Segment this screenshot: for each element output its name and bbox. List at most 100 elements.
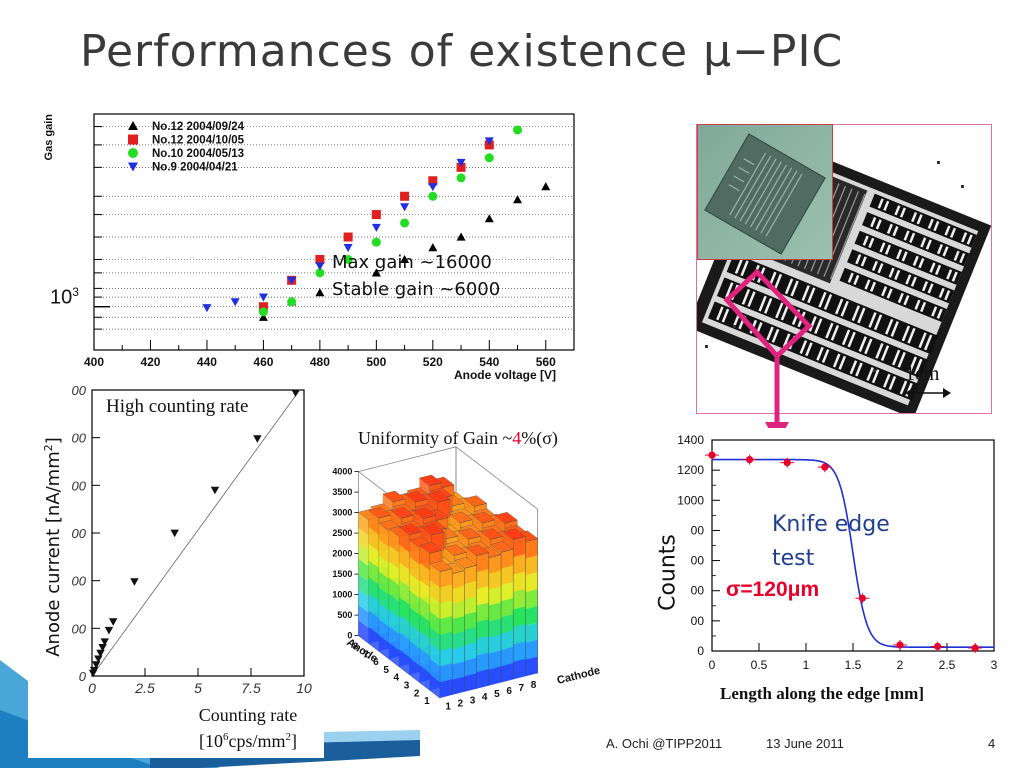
- knife-x-tick-label: 2: [897, 658, 904, 672]
- gain-data-point: [428, 183, 438, 192]
- uniformity-bar-band: [419, 613, 430, 639]
- knife-data-point: [783, 459, 791, 467]
- detector-barcode-line: [847, 272, 854, 283]
- detector-barcode-line: [896, 249, 903, 260]
- knife-x-tick-label: 0: [709, 658, 716, 672]
- current-plot-frame: [91, 389, 305, 677]
- detector-barcode-line: [938, 287, 945, 299]
- current-fit-line: [91, 389, 301, 677]
- gain-data-point: [287, 297, 297, 307]
- knife-data-point: [934, 642, 942, 651]
- detector-barcode-line: [840, 300, 849, 317]
- current-data-point: [291, 389, 300, 398]
- detector-barcode-line: [950, 227, 957, 238]
- gain-legend-label: No.12 2004/10/05: [152, 135, 245, 147]
- detector-barcode-line: [880, 345, 890, 361]
- current-ylabel: Anode current [nA/mm2]: [42, 437, 64, 657]
- detector-barcode-line: [883, 200, 890, 211]
- detector-barcode-line: [771, 328, 780, 343]
- gain-chart-panel: 400 420 440 460 480 500 520 540 560 Anode voltage…: [28, 86, 614, 384]
- uniformity-bar-band: [409, 573, 420, 599]
- uniformity-bar-band: [399, 544, 410, 570]
- gain-data-point: [258, 302, 268, 312]
- gain-x-tick-label: 500: [366, 355, 386, 369]
- detector-barcode-line: [910, 276, 917, 287]
- gain-x-tick-label: 480: [310, 355, 330, 369]
- gain-data-point: [202, 304, 212, 313]
- uniformity-bar-band: [419, 631, 430, 656]
- detector-barcode-line: [782, 333, 791, 348]
- uniformity-cathode-tick-label: 4: [482, 692, 488, 703]
- uniformity-bar-band: [399, 649, 410, 675]
- detector-barcode-line: [821, 349, 830, 363]
- gain-data-point: [513, 195, 523, 204]
- uniformity-bar-edge: [439, 568, 453, 698]
- detector-barcode-line: [868, 237, 875, 249]
- uniformity-anode-tick-label: 1: [424, 696, 430, 707]
- uniformity-bar-band: [501, 581, 514, 602]
- gain-data-point: [343, 244, 353, 253]
- uniformity-bar-band: [358, 512, 369, 536]
- detector-barcode-line: [855, 362, 863, 377]
- knife-data-point: [708, 451, 716, 459]
- uniformity-bar-band: [501, 663, 514, 683]
- detector-barcode-line: [780, 304, 790, 321]
- detector-barcode-line: [903, 295, 910, 306]
- detector-barcode-line: [903, 230, 910, 241]
- uniformity-bar-band: [525, 589, 538, 609]
- uniformity-bar-band: [525, 622, 538, 643]
- gain-data-point: [400, 203, 410, 212]
- gain-x-tick-label: 440: [197, 355, 217, 369]
- current-xlabel: Counting rate [106cps/mm2]: [198, 705, 298, 751]
- detector-barcode-line: [894, 205, 901, 216]
- detector-barcode-line: [933, 220, 940, 232]
- detector-barcode-line: [901, 251, 908, 262]
- uniformity-bar-band: [488, 618, 501, 638]
- detector-barcode-line: [868, 312, 877, 328]
- current-y-tick-label: 00: [72, 431, 87, 446]
- uniformity-bar-band: [452, 631, 465, 650]
- detector-barcode-line: [799, 340, 808, 354]
- gain-data-point: [371, 268, 381, 277]
- detector-barcode-line: [805, 342, 813, 357]
- uniformity-bar-band: [513, 641, 526, 662]
- uniformity-bar-band: [476, 585, 489, 606]
- gain-annotation-max: Max gain ~16000: [332, 252, 492, 273]
- detector-barcode: [862, 212, 970, 267]
- gain-legend-marker: [128, 162, 138, 172]
- current-data-point: [170, 529, 179, 538]
- gain-data-point: [513, 125, 523, 135]
- uniformity-cathode-tick-label: 3: [470, 695, 476, 706]
- current-annotation: High counting rate: [106, 396, 249, 417]
- uniformity-bar-band: [368, 526, 379, 552]
- detector-barcode-line: [875, 219, 882, 230]
- detector-barcode-line: [897, 351, 906, 368]
- gain-data-point: [400, 254, 410, 264]
- current-data-point: [94, 655, 103, 664]
- detector-barcode-line: [764, 297, 773, 314]
- detector-barcode-line: [925, 239, 932, 250]
- uniformity-bar-band: [464, 626, 477, 646]
- uniformity-z-tick-label: 1000: [332, 590, 352, 600]
- detector-barcode: [854, 230, 962, 285]
- knife-y-tick-label: 00: [691, 614, 705, 628]
- uniformity-bar-band: [429, 627, 440, 651]
- detector-barcode-line: [860, 256, 867, 267]
- uniformity-cathode-tick-label: 2: [458, 698, 464, 709]
- gain-data-point: [484, 214, 494, 223]
- current-y-tick-label: 00: [72, 526, 87, 541]
- detector-barcode-line: [894, 269, 901, 281]
- uniformity-bar-band: [389, 626, 400, 651]
- uniformity-cathode-tick-label: 5: [494, 689, 500, 700]
- knife-chart-panel: 1400 1200 1000 00 00 00 00 0 0 0.5 1 1.5 2 2.5 3 Knife…: [652, 428, 1008, 710]
- uniformity-bar-band: [501, 549, 514, 569]
- callout-marker: [723, 268, 813, 444]
- gain-data-point: [400, 191, 410, 201]
- current-y-tick-label: 00: [72, 621, 87, 636]
- uniformity-bar-band: [378, 587, 389, 612]
- knife-x-tick-label: 2.5: [939, 658, 956, 672]
